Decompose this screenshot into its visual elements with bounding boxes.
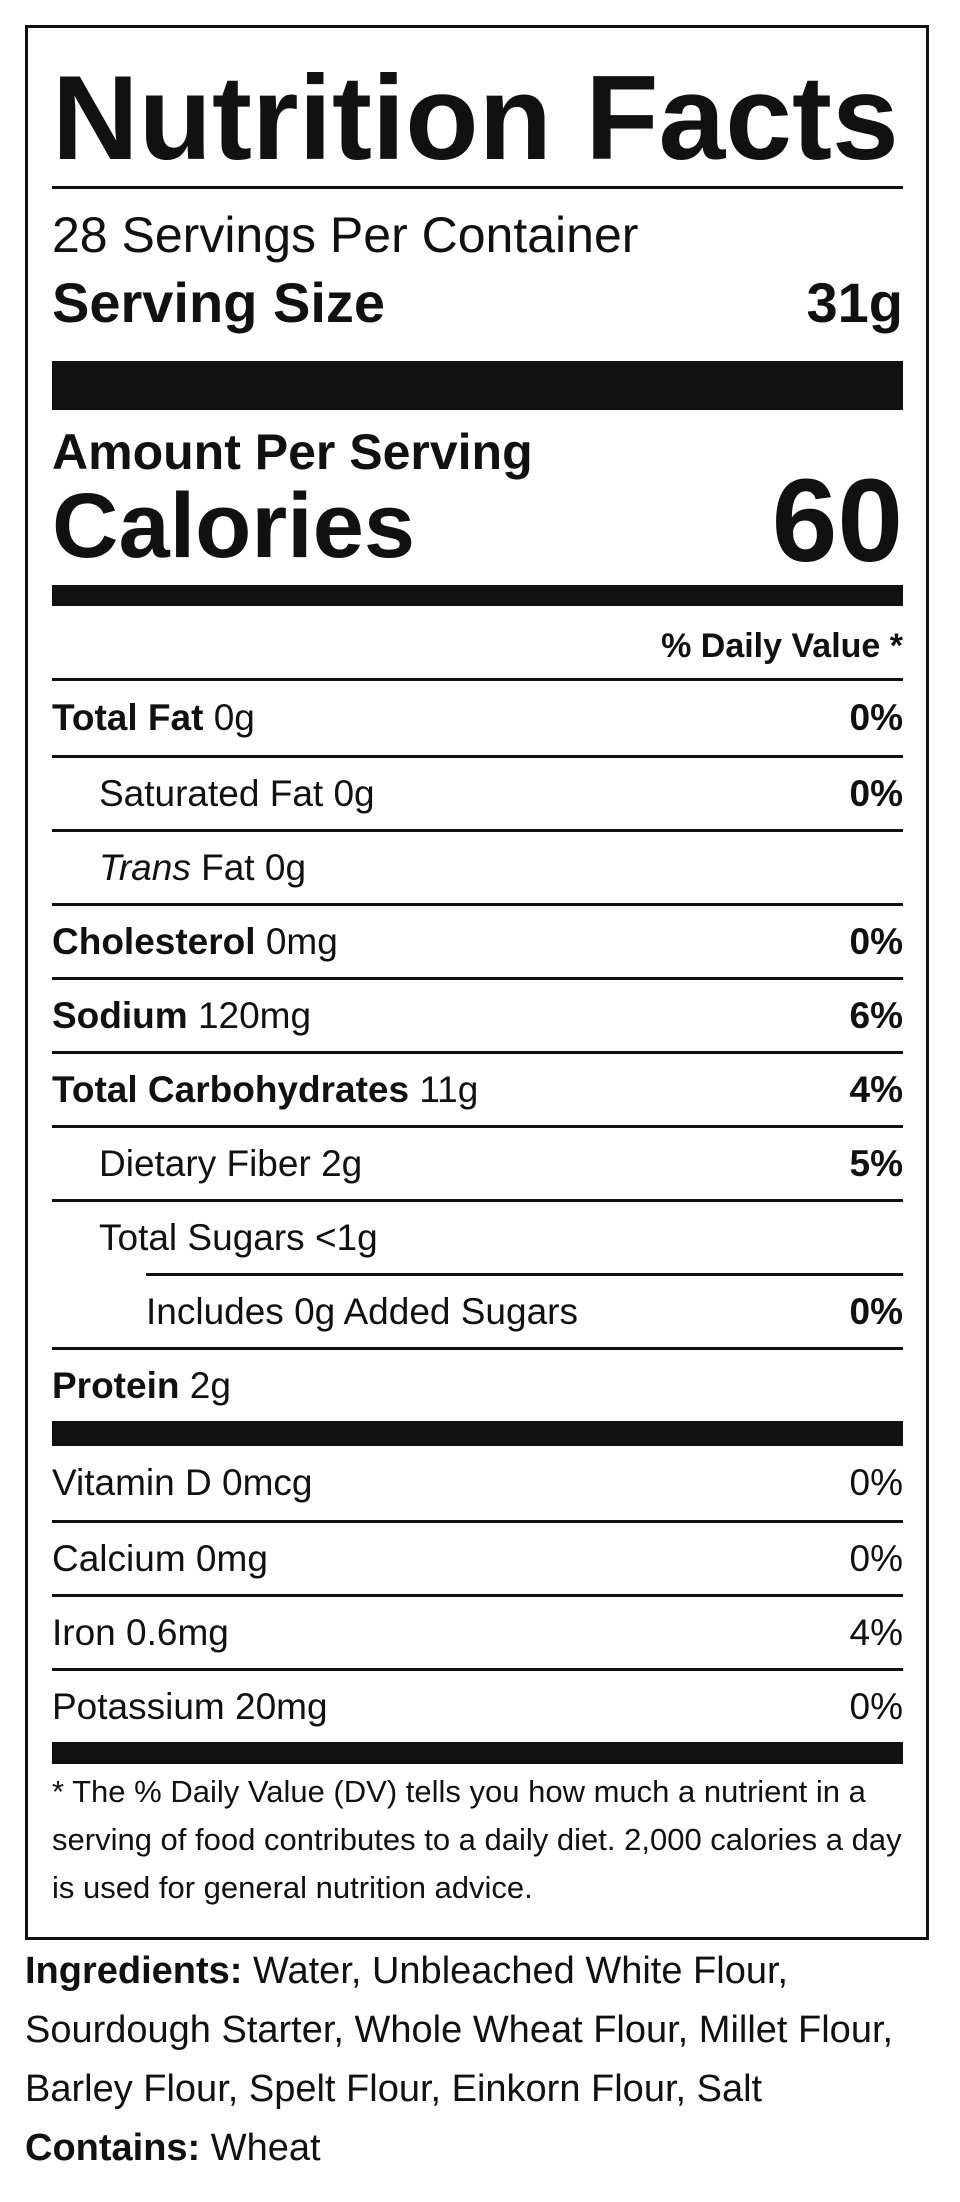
servings: 28 Servings Per Container bbox=[52, 207, 639, 263]
nutrient-row: Iron 0.6mg 4% bbox=[52, 1594, 903, 1668]
footnote: * The % Daily Value (DV) tells you how m… bbox=[52, 1774, 902, 1905]
nutrient-amount: 0mcg bbox=[222, 1462, 313, 1503]
nutrient-name-text: Protein bbox=[52, 1364, 180, 1406]
daily-value: 4% bbox=[849, 1611, 903, 1653]
nutrient-row: Trans Fat 0g bbox=[52, 829, 903, 903]
nutrition-label: Nutrition Facts 28 Servings Per Containe… bbox=[25, 25, 929, 1940]
title: Nutrition Facts bbox=[52, 50, 903, 189]
divider bbox=[52, 1742, 903, 1764]
nutrient-amount: 0mg bbox=[265, 920, 338, 962]
nutrient-name: Total Carbohydrates 11g bbox=[52, 1069, 478, 1111]
daily-value: 0% bbox=[849, 1685, 903, 1727]
nutrient-name: Includes 0g Added Sugars bbox=[146, 1291, 578, 1333]
nutrient-amount: 20mg bbox=[235, 1685, 328, 1727]
daily-value: 6% bbox=[849, 994, 903, 1036]
nutrient-amount: 11g bbox=[419, 1068, 479, 1110]
nutrient-row: Calcium 0mg 0% bbox=[52, 1520, 903, 1594]
serving-size-value: 31g bbox=[806, 271, 904, 334]
nutrient-name-text: Total Fat bbox=[52, 697, 204, 738]
nutrient-row: Vitamin D 0mcg 0% bbox=[52, 1446, 903, 1520]
nutrient-amount: 2g bbox=[321, 1142, 363, 1184]
nutrient-name: Trans Fat 0g bbox=[99, 847, 306, 889]
serving-size-label: Serving Size bbox=[52, 271, 386, 334]
nutrient-name: Potassium 20mg bbox=[52, 1686, 328, 1728]
nutrient-amount: 0g bbox=[333, 772, 375, 814]
nutrient-name-text: Sodium bbox=[52, 994, 188, 1036]
contains-text: Wheat bbox=[210, 2127, 321, 2169]
calories-value: 60 bbox=[771, 455, 903, 587]
nutrient-name-italic: Trans bbox=[99, 846, 191, 888]
nutrient-name: Sodium 120mg bbox=[52, 995, 311, 1037]
nutrient-amount: 0.6mg bbox=[126, 1611, 229, 1653]
nutrient-name-text: Potassium bbox=[52, 1685, 225, 1727]
nutrient-name: Dietary Fiber 2g bbox=[99, 1143, 362, 1185]
nutrient-amount: <1g bbox=[314, 1216, 378, 1258]
nutrient-name-text: Cholesterol bbox=[52, 920, 256, 962]
nutrient-amount: 0g bbox=[213, 697, 255, 738]
daily-value: 0% bbox=[849, 772, 903, 814]
nutrient-name: Protein 2g bbox=[52, 1365, 231, 1407]
nutrient-name-text: Dietary Fiber bbox=[99, 1142, 311, 1184]
divider bbox=[52, 585, 903, 606]
daily-value: 0% bbox=[849, 920, 903, 962]
daily-value-header: % Daily Value * bbox=[52, 606, 903, 681]
nutrient-name-text: Iron bbox=[52, 1611, 116, 1653]
daily-value: 0% bbox=[849, 697, 903, 738]
nutrient-name: Iron 0.6mg bbox=[52, 1612, 229, 1654]
ingredients: Ingredients: Water, Unbleached White Flo… bbox=[25, 1942, 925, 2119]
nutrient-name-text: Calcium bbox=[52, 1537, 186, 1579]
nutrient-row: Total Carbohydrates 11g 4% bbox=[52, 1051, 903, 1125]
ingredients-block: Ingredients: Water, Unbleached White Flo… bbox=[25, 1942, 925, 2178]
nutrient-name: Saturated Fat 0g bbox=[99, 773, 375, 815]
daily-value: 0% bbox=[849, 1537, 903, 1579]
serving-size: Serving Size 31g bbox=[52, 268, 903, 338]
divider bbox=[52, 1421, 903, 1446]
daily-value: 0% bbox=[849, 1462, 903, 1503]
nutrient-name: Total Sugars <1g bbox=[99, 1217, 378, 1259]
nutrient-name-text: Includes 0g Added Sugars bbox=[146, 1290, 578, 1332]
amount-heading: Amount Per Serving bbox=[52, 424, 533, 480]
nutrient-name: Cholesterol 0mg bbox=[52, 921, 338, 963]
daily-value: 5% bbox=[849, 1142, 903, 1184]
contains: Contains: Wheat bbox=[25, 2119, 925, 2178]
nutrient-list: Total Fat 0g 0% Saturated Fat 0g 0% Trans Fa… bbox=[52, 681, 903, 1421]
nutrient-amount: 0g bbox=[264, 846, 307, 888]
nutrient-name: Total Fat 0g bbox=[52, 697, 255, 739]
nutrient-row: Saturated Fat 0g 0% bbox=[52, 755, 903, 829]
daily-value: 0% bbox=[849, 1290, 903, 1332]
ingredients-text: Water, Unbleached White Flour, Sourdough… bbox=[25, 1950, 894, 2110]
nutrient-name-text: Vitamin D bbox=[52, 1462, 212, 1503]
nutrient-row: Total Fat 0g 0% bbox=[52, 681, 903, 755]
nutrient-row: Sodium 120mg 6% bbox=[52, 977, 903, 1051]
nutrient-name-text: Fat bbox=[201, 846, 255, 888]
nutrient-row: Total Sugars <1g bbox=[52, 1199, 903, 1273]
vitamin-list: Vitamin D 0mcg 0% Calcium 0mg 0% Iron 0.6mg 4… bbox=[52, 1446, 903, 1742]
nutrient-row: Protein 2g bbox=[52, 1347, 903, 1421]
nutrient-amount: 0mg bbox=[195, 1537, 268, 1579]
nutrient-name-text: Saturated Fat bbox=[99, 772, 324, 814]
nutrient-amount: 2g bbox=[189, 1364, 231, 1406]
calories-label: Calories bbox=[52, 475, 416, 577]
nutrient-name-text: Total Sugars bbox=[99, 1216, 305, 1258]
nutrient-row: Dietary Fiber 2g 5% bbox=[52, 1125, 903, 1199]
contains-label: Contains: bbox=[25, 2127, 201, 2169]
nutrient-amount: 120mg bbox=[197, 994, 312, 1036]
daily-value: 4% bbox=[849, 1068, 903, 1110]
divider bbox=[52, 361, 903, 410]
nutrient-row: Cholesterol 0mg 0% bbox=[52, 903, 903, 977]
nutrient-name: Vitamin D 0mcg bbox=[52, 1462, 312, 1504]
nutrient-row: Includes 0g Added Sugars 0% bbox=[146, 1273, 903, 1347]
nutrient-name-text: Total Carbohydrates bbox=[52, 1068, 410, 1110]
nutrient-row: Potassium 20mg 0% bbox=[52, 1668, 903, 1742]
nutrient-name: Calcium 0mg bbox=[52, 1538, 268, 1580]
ingredients-label: Ingredients: bbox=[25, 1950, 243, 1992]
calories: Calories 60 bbox=[52, 462, 903, 580]
